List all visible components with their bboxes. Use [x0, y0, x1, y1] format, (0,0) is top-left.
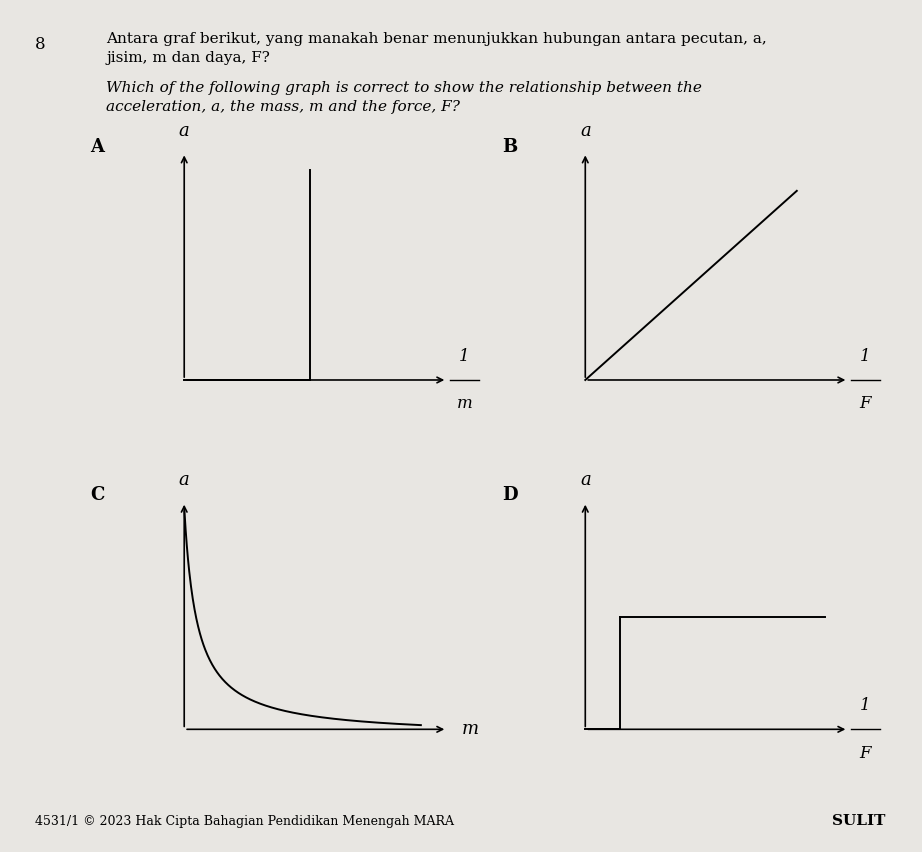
Text: m: m [456, 395, 472, 412]
Text: D: D [502, 486, 518, 504]
Text: 1: 1 [860, 697, 870, 714]
Text: F: F [859, 395, 871, 412]
Text: A: A [90, 138, 104, 156]
Text: B: B [502, 138, 518, 156]
Text: C: C [90, 486, 105, 504]
Text: Antara graf berikut, yang manakah benar menunjukkan hubungan antara pecutan, a,: Antara graf berikut, yang manakah benar … [106, 32, 767, 46]
Text: SULIT: SULIT [832, 815, 885, 828]
Text: F: F [859, 745, 871, 762]
Text: 4531/1 © 2023 Hak Cipta Bahagian Pendidikan Menengah MARA: 4531/1 © 2023 Hak Cipta Bahagian Pendidi… [35, 815, 454, 828]
Text: a: a [580, 471, 591, 489]
Text: jisim, m dan daya, F?: jisim, m dan daya, F? [106, 51, 270, 65]
Text: acceleration, a, the mass, m and the force, F?: acceleration, a, the mass, m and the for… [106, 100, 460, 113]
Text: a: a [580, 122, 591, 140]
Text: a: a [179, 471, 190, 489]
Text: a: a [179, 122, 190, 140]
Text: Which of the following graph is correct to show the relationship between the: Which of the following graph is correct … [106, 81, 702, 95]
Text: 8: 8 [35, 36, 46, 53]
Text: 1: 1 [459, 348, 469, 365]
Text: 1: 1 [860, 348, 870, 365]
Text: m: m [461, 720, 479, 739]
